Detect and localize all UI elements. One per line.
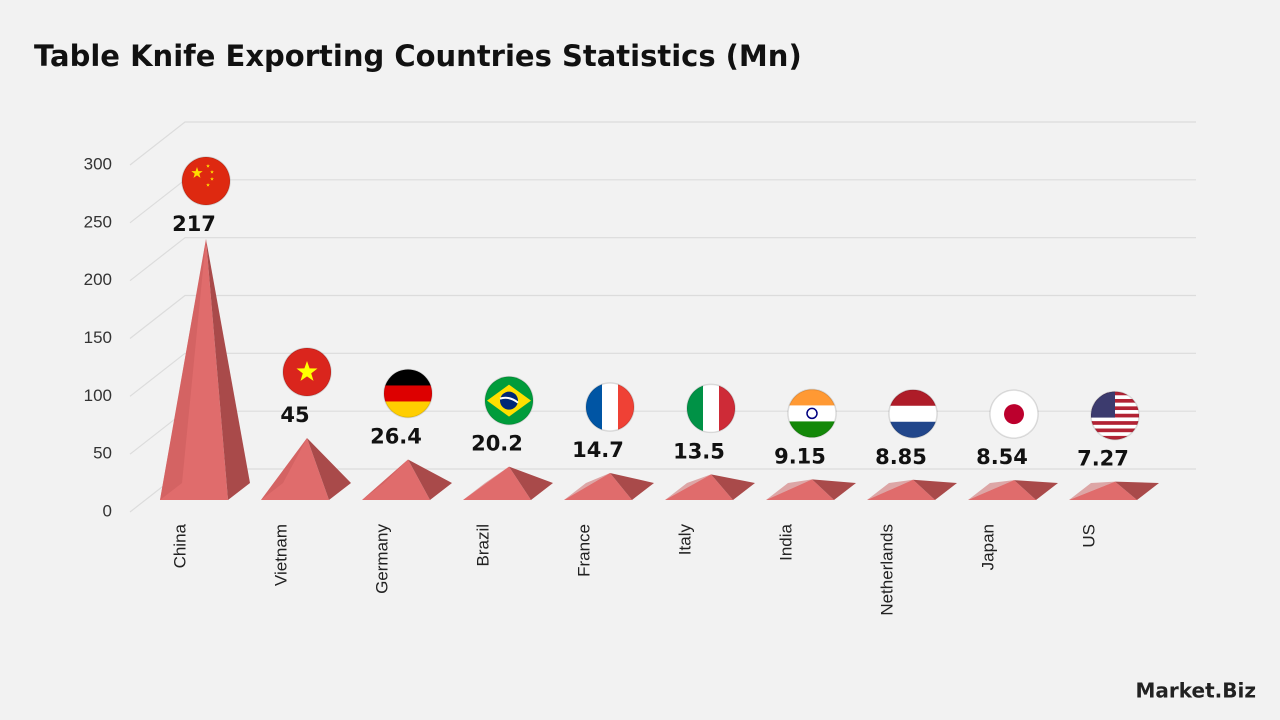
pyramid-front [362,459,430,500]
pyramid-side [509,466,553,500]
pyramid-side [307,437,351,500]
pyramid-back [1069,481,1115,500]
pyramid-front [968,480,1036,500]
flag-shadow [1090,390,1140,441]
pyramid-front [665,474,733,500]
x-tick-label: Germany [372,524,391,594]
pyramid-back [463,466,509,500]
pyramid-side [206,239,250,500]
pyramid-side [408,459,452,500]
chart-title: Table Knife Exporting Countries Statisti… [34,39,802,73]
flag-shadow [888,389,938,439]
y-tick-label: 300 [84,154,112,173]
flag-icon [586,382,634,431]
pyramid [968,480,1058,500]
flag-shadow [686,383,736,434]
flag-icon [788,389,836,438]
pyramid-front [766,479,834,500]
pyramid-back [867,479,913,500]
pyramid [362,459,452,500]
x-tick-label: Netherlands [877,524,896,616]
pyramid [1069,481,1159,500]
x-tick-label: Brazil [473,524,492,567]
grid-line [129,294,1196,339]
grid-line [129,352,1196,397]
pyramid-front [463,466,531,500]
brand-logo: Market.Biz [1136,679,1257,703]
pyramid-back [362,459,408,500]
flag-shadow [585,382,635,432]
y-tick-label: 150 [84,328,112,347]
flag-icon [990,390,1038,439]
x-tick-label: Italy [675,524,694,556]
value-label: 7.27 [1077,447,1129,471]
flag-shadow [989,389,1039,439]
grid-line [129,179,1196,224]
flag-icon [1091,391,1139,440]
pyramid-front [564,472,632,500]
pyramid [160,239,250,500]
y-tick-label: 200 [84,270,112,289]
pyramid-side [711,474,755,500]
pyramid [665,474,755,500]
pyramid [463,466,553,500]
flag-shadow [383,368,433,419]
x-tick-label: France [574,524,593,577]
y-tick-label: 250 [84,212,112,231]
flag-icon [182,157,230,206]
pyramid-back [766,479,812,500]
value-label: 217 [172,212,216,236]
flag-shadow [484,375,534,426]
pyramid [564,472,654,500]
flag-icon [384,369,432,418]
pyramid-back [665,474,711,500]
flag-shadow [282,347,332,397]
x-tick-label: China [170,523,189,568]
pyramid-side [1014,480,1058,500]
y-tick-label: 0 [103,501,112,520]
flag-shadow [181,156,231,206]
grid-line [129,237,1196,282]
x-tick-label: Vietnam [271,524,290,586]
value-label: 45 [280,403,309,427]
value-label: 26.4 [370,424,422,448]
value-label: 8.85 [875,445,927,469]
pyramid-side [913,479,957,500]
value-label: 14.7 [572,438,624,462]
flag-icon [889,389,937,438]
x-tick-label: Japan [978,524,997,570]
flag-icon [687,384,735,433]
y-tick-label: 100 [84,386,112,405]
y-tick-label: 50 [93,444,112,463]
value-label: 8.54 [976,445,1028,469]
flag-shadow [787,388,837,439]
pyramid-back [160,239,206,500]
pyramid-back [968,480,1014,500]
value-label: 9.15 [774,444,826,468]
pyramid-back [564,472,610,500]
x-tick-label: India [776,523,795,560]
value-label: 20.2 [471,432,523,456]
pyramid-back [261,437,307,500]
flag-icon [485,376,533,425]
pyramid-side [1115,481,1159,500]
value-label: 13.5 [673,439,725,463]
pyramid-side [610,472,654,500]
x-tick-label: US [1079,524,1098,548]
pyramid [261,437,351,500]
pyramid [766,479,856,500]
pyramid-front [867,479,935,500]
pyramid-side [812,479,856,500]
pyramid-front [1069,481,1137,500]
grid-line [129,121,1196,166]
flag-icon [283,347,331,396]
pyramid [867,479,957,500]
